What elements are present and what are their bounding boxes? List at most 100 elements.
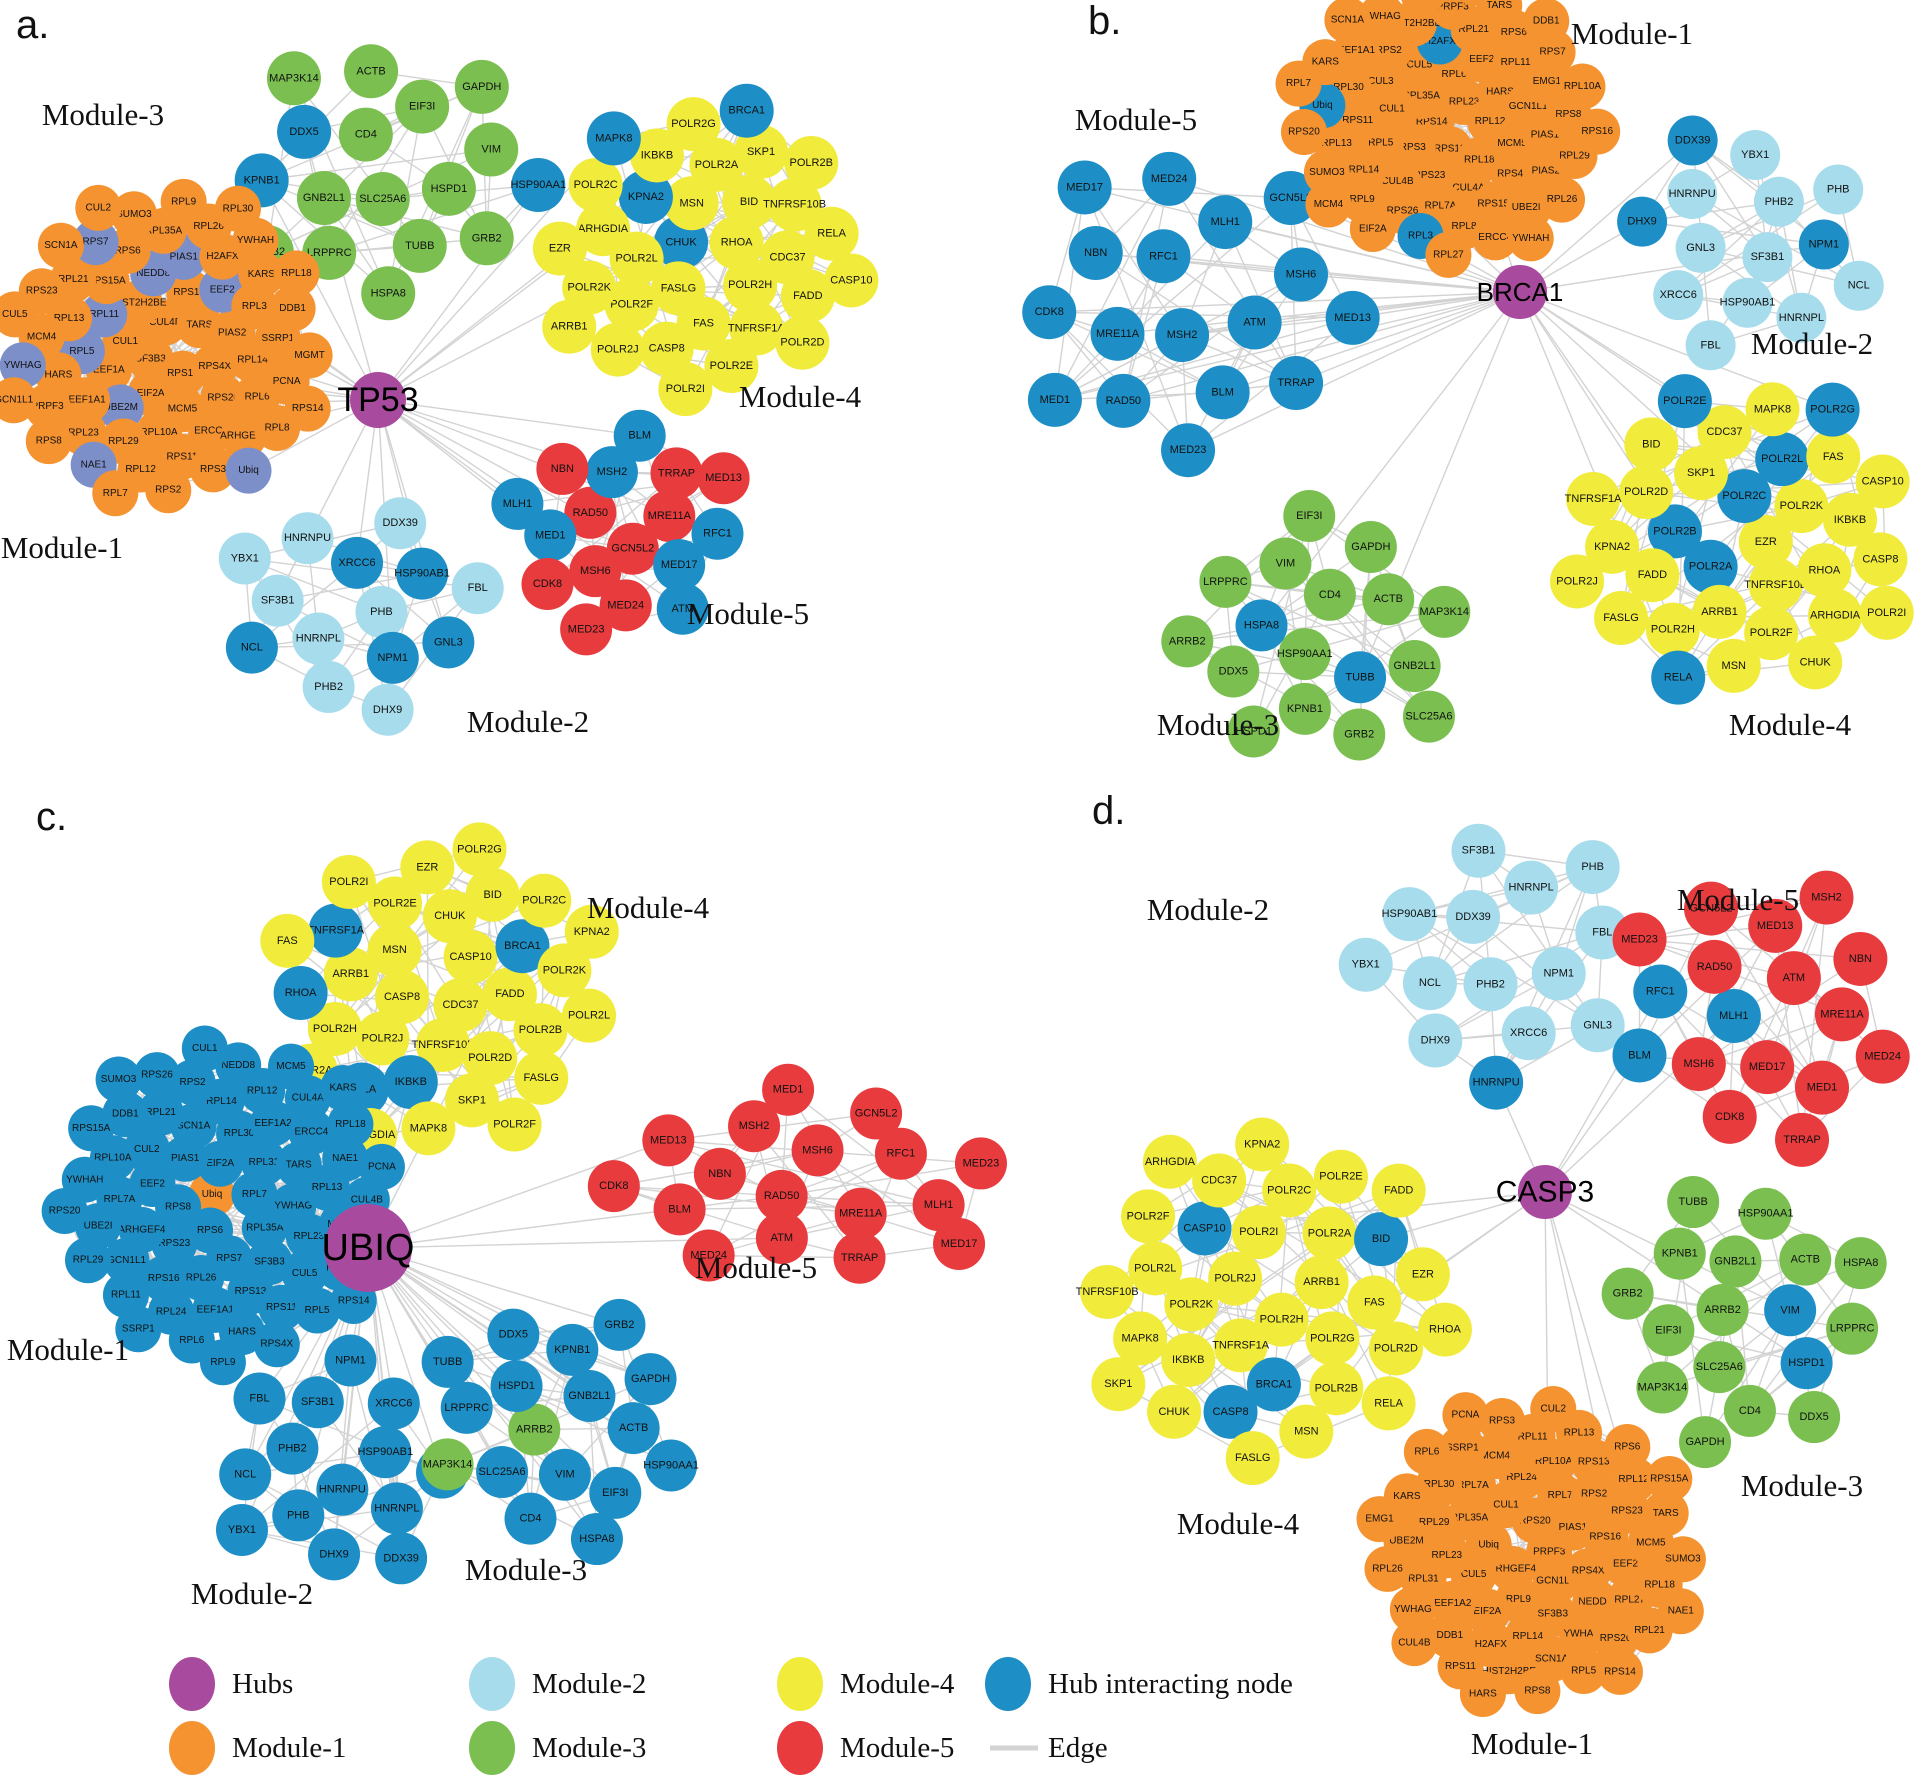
node-MSH6[interactable] xyxy=(791,1124,844,1177)
node-EMG1[interactable] xyxy=(1356,1496,1403,1543)
node-RPL6[interactable] xyxy=(1403,1428,1450,1475)
node-MED24[interactable] xyxy=(1142,151,1197,206)
node-GAPDH[interactable] xyxy=(1679,1416,1732,1469)
node-TARS[interactable] xyxy=(1476,0,1523,29)
node-MSH2[interactable] xyxy=(728,1100,781,1153)
node-EIF2A[interactable] xyxy=(1349,205,1396,252)
node-KPNB1[interactable] xyxy=(1653,1227,1706,1280)
node-HNRNPL[interactable] xyxy=(292,612,345,665)
node-RFC1[interactable] xyxy=(1136,229,1191,284)
node-RPL9[interactable] xyxy=(199,1339,246,1386)
node-KPNB1[interactable] xyxy=(546,1323,599,1376)
node-GCN5L2[interactable] xyxy=(850,1087,903,1140)
node-TNFRSF10B[interactable] xyxy=(767,177,822,232)
node-POLR2J[interactable] xyxy=(1208,1251,1263,1306)
node-RPL26[interactable] xyxy=(1538,176,1585,223)
node-ACTB[interactable] xyxy=(344,44,399,99)
node-FASLG[interactable] xyxy=(514,1050,569,1105)
node-POLR2J[interactable] xyxy=(1550,554,1605,609)
node-MSH2[interactable] xyxy=(585,446,638,499)
node-RAD50[interactable] xyxy=(564,486,617,539)
node-CASP8[interactable] xyxy=(639,321,694,376)
node-NCL[interactable] xyxy=(1833,260,1884,311)
node-DDX39[interactable] xyxy=(374,497,427,550)
node-PCNA[interactable] xyxy=(358,1143,405,1190)
node-NBN[interactable] xyxy=(536,442,589,495)
node-GNB2L1[interactable] xyxy=(1709,1235,1762,1288)
node-DDB1[interactable] xyxy=(269,285,316,332)
node-TUBB[interactable] xyxy=(1667,1176,1720,1229)
node-GAPDH[interactable] xyxy=(624,1353,677,1406)
node-PRPF3[interactable] xyxy=(1429,0,1476,30)
node-EIF3I[interactable] xyxy=(1642,1304,1695,1357)
node-POLR2D[interactable] xyxy=(775,315,830,370)
node-NPM1[interactable] xyxy=(1531,946,1586,1001)
node-MRE11A[interactable] xyxy=(1814,987,1869,1042)
node-SF3B1[interactable] xyxy=(291,1376,344,1429)
node-POLR2L[interactable] xyxy=(562,988,617,1043)
node-YBX1[interactable] xyxy=(1730,130,1781,181)
node-MED13[interactable] xyxy=(1325,290,1380,345)
node-MED23[interactable] xyxy=(1612,912,1667,967)
node-POLR2E[interactable] xyxy=(1313,1149,1368,1204)
node-XRCC6[interactable] xyxy=(367,1377,420,1430)
node-MAPK8[interactable] xyxy=(1113,1311,1168,1366)
node-CD4[interactable] xyxy=(1723,1384,1776,1437)
node-RFC1[interactable] xyxy=(1633,964,1688,1019)
node-DDB1[interactable] xyxy=(1523,0,1570,45)
node-RPS15A[interactable] xyxy=(68,1105,115,1152)
node-GCN1L1[interactable] xyxy=(103,1237,150,1284)
node-Ubiq[interactable] xyxy=(225,447,272,494)
node-HSP90AB1[interactable] xyxy=(1722,277,1773,328)
node-BLM[interactable] xyxy=(1195,365,1250,420)
node-CD4[interactable] xyxy=(504,1492,557,1545)
node-POLR2C[interactable] xyxy=(1717,469,1772,524)
node-ARRB1[interactable] xyxy=(1294,1255,1349,1310)
node-POLR2F[interactable] xyxy=(1744,606,1799,661)
node-POLR2G[interactable] xyxy=(1805,382,1860,437)
node-YBX1[interactable] xyxy=(215,1504,268,1557)
node-RPS20[interactable] xyxy=(41,1187,88,1234)
node-ATM[interactable] xyxy=(1227,295,1282,350)
node-PRPF3[interactable] xyxy=(24,383,71,430)
node-NPM1[interactable] xyxy=(324,1334,377,1387)
node-RPS11[interactable] xyxy=(258,1284,305,1331)
node-RPS2[interactable] xyxy=(145,467,192,514)
node-KPNA2[interactable] xyxy=(1235,1117,1290,1172)
node-TUBB[interactable] xyxy=(1334,651,1387,704)
node-POLR2G[interactable] xyxy=(666,97,721,152)
node-FAS[interactable] xyxy=(1806,429,1861,484)
node-FADD[interactable] xyxy=(1625,548,1680,603)
node-HSP90AB1[interactable] xyxy=(396,547,449,600)
node-HSPA8[interactable] xyxy=(1834,1237,1887,1290)
node-ATM[interactable] xyxy=(1766,951,1821,1006)
node-SUMO3[interactable] xyxy=(95,1056,142,1103)
node-BID[interactable] xyxy=(465,867,520,922)
node-GRB2[interactable] xyxy=(459,211,514,266)
node-GNB2L1[interactable] xyxy=(563,1370,616,1423)
node-PHB2[interactable] xyxy=(302,660,355,713)
node-CDC37[interactable] xyxy=(1192,1153,1247,1208)
node-XRCC6[interactable] xyxy=(1501,1006,1556,1061)
node-RELA[interactable] xyxy=(804,206,859,261)
node-MED24[interactable] xyxy=(599,579,652,632)
node-POLR2L[interactable] xyxy=(1128,1241,1183,1296)
node-CHUK[interactable] xyxy=(1147,1384,1202,1439)
node-NPM1[interactable] xyxy=(366,631,419,684)
node-NCL[interactable] xyxy=(1402,956,1457,1011)
node-PHB[interactable] xyxy=(355,586,408,638)
node-CASP8[interactable] xyxy=(375,970,430,1025)
node-SLC25A6[interactable] xyxy=(476,1446,529,1499)
node-RPL5[interactable] xyxy=(294,1287,341,1334)
node-GRB2[interactable] xyxy=(1601,1267,1654,1320)
node-TRRAP[interactable] xyxy=(1775,1112,1830,1167)
node-PCNA[interactable] xyxy=(1442,1392,1489,1439)
node-SCN1A[interactable] xyxy=(37,222,84,269)
node-MED17[interactable] xyxy=(933,1217,986,1270)
node-FADD[interactable] xyxy=(482,967,537,1022)
node-HNRNPL[interactable] xyxy=(1776,292,1827,343)
node-HNRNPU[interactable] xyxy=(1667,169,1718,220)
node-ACTB[interactable] xyxy=(1362,573,1415,626)
node-DDX39[interactable] xyxy=(1446,889,1501,944)
node-MED23[interactable] xyxy=(954,1137,1007,1190)
